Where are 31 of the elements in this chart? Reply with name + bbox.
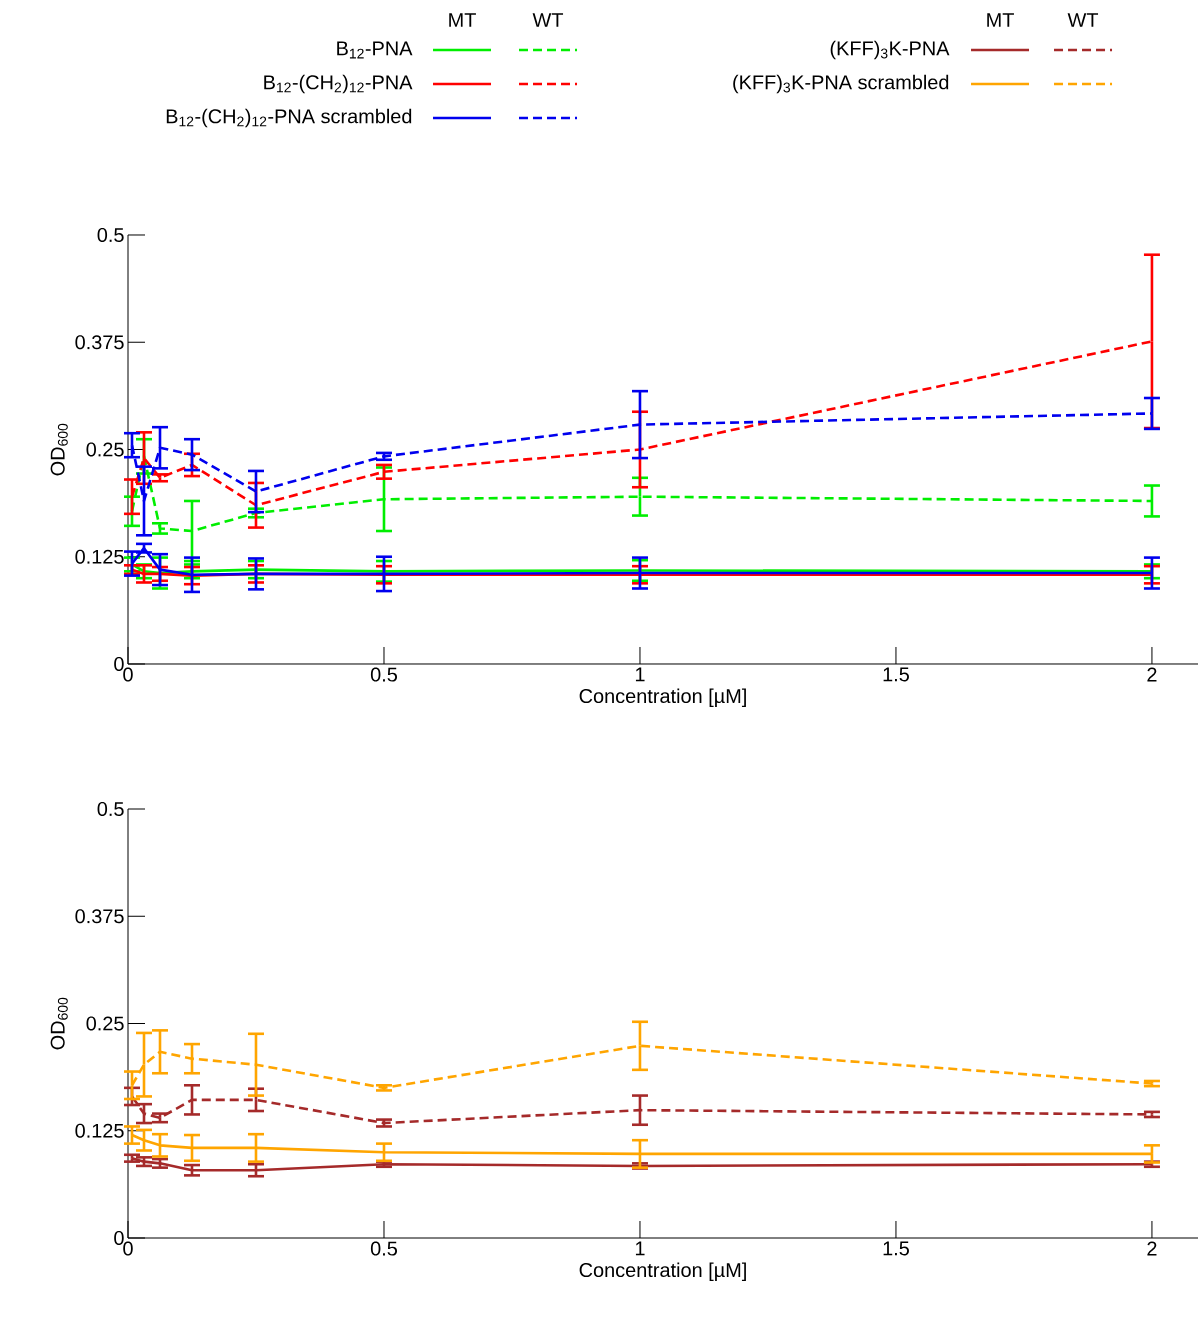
y-tick-label: 0.375 bbox=[75, 909, 124, 924]
legend-label: B$_{12}$-(CH$_{2}$)$_{12}$-PNA scrambled bbox=[166, 108, 412, 128]
y-axis-title: OD$_{600}$ bbox=[50, 997, 68, 1050]
x-tick-label: 1.5 bbox=[883, 1241, 909, 1256]
y-tick-label: 0 bbox=[114, 656, 124, 672]
text: MT bbox=[449, 13, 476, 27]
x-axis-title: Concentration [µM] bbox=[579, 1262, 746, 1282]
x-tick-label: 1.5 bbox=[883, 667, 909, 682]
x-tick-label: 2 bbox=[1147, 667, 1157, 682]
x-axis-title: Concentration [µM] bbox=[579, 688, 746, 708]
y-axis-title: OD$_{600}$ bbox=[50, 423, 68, 476]
y-tick-label: 0.125 bbox=[75, 1123, 124, 1138]
x-tick-label: 1 bbox=[635, 667, 645, 682]
text: WT bbox=[532, 13, 564, 27]
y-tick-label: 0 bbox=[114, 1230, 124, 1246]
y-tick-label: 0.5 bbox=[97, 801, 124, 817]
text: MT bbox=[987, 13, 1014, 27]
y-tick-label: 0.375 bbox=[75, 335, 124, 350]
x-tick-label: 0.5 bbox=[370, 1241, 397, 1256]
legend-label: B$_{12}$-PNA bbox=[337, 41, 413, 59]
y-tick-label: 0.25 bbox=[86, 442, 124, 457]
x-tick-label: 2 bbox=[1147, 1241, 1157, 1256]
y-tick-label: 0.125 bbox=[75, 549, 124, 564]
y-tick-label: 0.25 bbox=[86, 1016, 124, 1031]
x-tick-label: 0.5 bbox=[370, 667, 397, 682]
x-tick-label: 1 bbox=[635, 1241, 645, 1256]
legend-label: B$_{12}$-(CH$_{2}$)$_{12}$-PNA bbox=[264, 74, 413, 94]
text: WT bbox=[1067, 13, 1099, 27]
legend-label: (KFF)$_{3}$K-PNA scrambled bbox=[733, 74, 949, 94]
legend-label: (KFF)$_{3}$K-PNA bbox=[830, 40, 950, 60]
y-tick-label: 0.5 bbox=[97, 227, 124, 243]
